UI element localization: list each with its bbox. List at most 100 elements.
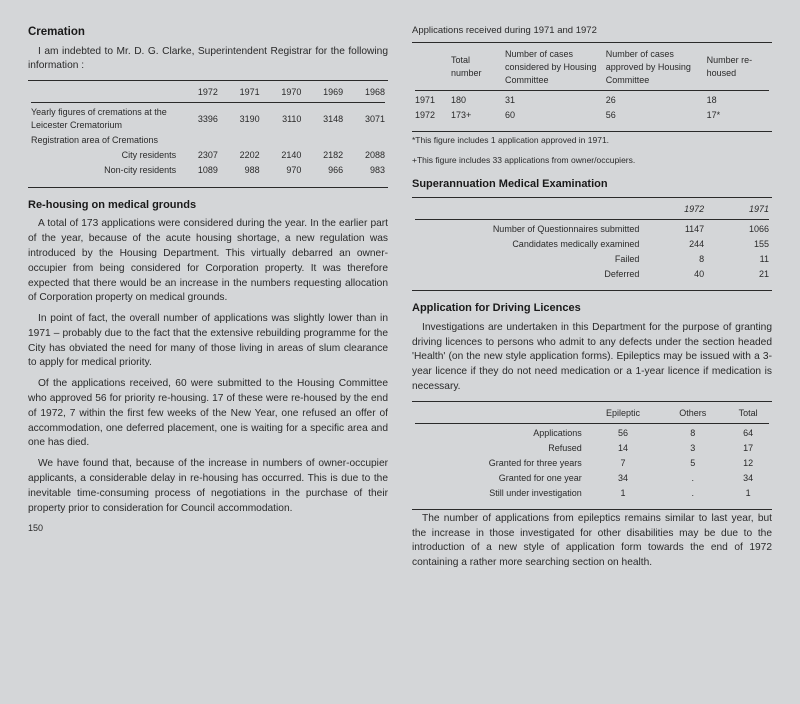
para: Investigations are undertaken in this De… bbox=[412, 321, 772, 395]
cell: Epileptic bbox=[585, 406, 661, 421]
cell: 155 bbox=[707, 237, 772, 252]
cell: 17 bbox=[724, 441, 772, 456]
cell: 988 bbox=[221, 163, 263, 178]
table-row: Epileptic Others Total bbox=[412, 406, 772, 421]
cell: Granted for one year bbox=[412, 471, 585, 486]
rule bbox=[412, 131, 772, 132]
cell: . bbox=[661, 486, 724, 501]
cell: Still under investigation bbox=[412, 486, 585, 501]
cell: 2307 bbox=[179, 148, 221, 163]
cell: 1972 bbox=[179, 85, 221, 100]
cell: 180 bbox=[448, 93, 502, 108]
apps-table: Total number Number of cases considered … bbox=[412, 47, 772, 123]
cell: 1972 bbox=[642, 202, 707, 217]
cell: 40 bbox=[642, 267, 707, 282]
cell: . bbox=[661, 471, 724, 486]
footnote: *This figure includes 1 application appr… bbox=[412, 134, 772, 146]
table-row: Granted for three years 7 5 12 bbox=[412, 456, 772, 471]
cell: 3 bbox=[661, 441, 724, 456]
cell: 983 bbox=[346, 163, 388, 178]
cell: 8 bbox=[642, 252, 707, 267]
cell: 970 bbox=[263, 163, 305, 178]
cell: 34 bbox=[585, 471, 661, 486]
cell: 2088 bbox=[346, 148, 388, 163]
cell: 64 bbox=[724, 426, 772, 441]
cell: Refused bbox=[412, 441, 585, 456]
cell: 3396 bbox=[179, 105, 221, 133]
cell: City residents bbox=[28, 148, 179, 163]
heading-driving: Application for Driving Licences bbox=[412, 301, 772, 317]
cell: Candidates medically examined bbox=[412, 237, 642, 252]
cell: 966 bbox=[304, 163, 346, 178]
table-row: 1972 173+ 60 56 17* bbox=[412, 108, 772, 123]
driving-table: Epileptic Others Total Applications 56 8… bbox=[412, 406, 772, 501]
heading-superannuation: Superannuation Medical Examination bbox=[412, 177, 772, 193]
cell: 14 bbox=[585, 441, 661, 456]
para: Of the applications received, 60 were su… bbox=[28, 377, 388, 451]
cell: 18 bbox=[704, 93, 772, 108]
cell: 3190 bbox=[221, 105, 263, 133]
cell: 1968 bbox=[346, 85, 388, 100]
cell: 7 bbox=[585, 456, 661, 471]
cell: 1969 bbox=[304, 85, 346, 100]
table-row: Failed 8 11 bbox=[412, 252, 772, 267]
cell: Number re-housed bbox=[704, 47, 772, 88]
cell: 1971 bbox=[707, 202, 772, 217]
cell: Total number bbox=[448, 47, 502, 88]
cell: Others bbox=[661, 406, 724, 421]
cell: 21 bbox=[707, 267, 772, 282]
table-row: Applications 56 8 64 bbox=[412, 426, 772, 441]
heading-apps-received: Applications received during 1971 and 19… bbox=[412, 24, 772, 38]
table-row: Granted for one year 34 . 34 bbox=[412, 471, 772, 486]
cell: Number of cases considered by Housing Co… bbox=[502, 47, 603, 88]
cell: 12 bbox=[724, 456, 772, 471]
cell: Deferred bbox=[412, 267, 642, 282]
page-number: 150 bbox=[28, 522, 388, 535]
para: A total of 173 applications were conside… bbox=[28, 217, 388, 306]
para: The number of applications from epilepti… bbox=[412, 512, 772, 571]
table-row: Non-city residents 1089 988 970 966 983 bbox=[28, 163, 388, 178]
para: In point of fact, the overall number of … bbox=[28, 312, 388, 371]
cell: 1066 bbox=[707, 222, 772, 237]
table-row: 1971 180 31 26 18 bbox=[412, 93, 772, 108]
cell: 11 bbox=[707, 252, 772, 267]
table-row: Yearly figures of cremations at the Leic… bbox=[28, 105, 388, 133]
cell: Applications bbox=[412, 426, 585, 441]
cell: 1089 bbox=[179, 163, 221, 178]
table-row: Total number Number of cases considered … bbox=[412, 47, 772, 88]
cell: Failed bbox=[412, 252, 642, 267]
cell: 56 bbox=[603, 108, 704, 123]
cell: 17* bbox=[704, 108, 772, 123]
cell: 1 bbox=[724, 486, 772, 501]
cell: Granted for three years bbox=[412, 456, 585, 471]
cell: 5 bbox=[661, 456, 724, 471]
rule bbox=[412, 401, 772, 402]
cell: 1970 bbox=[263, 85, 305, 100]
rule bbox=[28, 80, 388, 81]
rule bbox=[412, 197, 772, 198]
cell: Total bbox=[724, 406, 772, 421]
cell: 2202 bbox=[221, 148, 263, 163]
cell: 34 bbox=[724, 471, 772, 486]
cell: 60 bbox=[502, 108, 603, 123]
cell: 2182 bbox=[304, 148, 346, 163]
cell: 1147 bbox=[642, 222, 707, 237]
cell: Registration area of Cremations bbox=[28, 133, 179, 148]
cell: 31 bbox=[502, 93, 603, 108]
rule bbox=[28, 187, 388, 188]
table-row: Refused 14 3 17 bbox=[412, 441, 772, 456]
rule bbox=[412, 509, 772, 510]
heading-rehousing: Re-housing on medical grounds bbox=[28, 198, 388, 214]
table-row: Candidates medically examined 244 155 bbox=[412, 237, 772, 252]
cell: 3110 bbox=[263, 105, 305, 133]
cell: 56 bbox=[585, 426, 661, 441]
table-row: Number of Questionnaires submitted 1147 … bbox=[412, 222, 772, 237]
cell: Number of Questionnaires submitted bbox=[412, 222, 642, 237]
cell: 26 bbox=[603, 93, 704, 108]
cremation-table: 1972 1971 1970 1969 1968 Yearly figures … bbox=[28, 85, 388, 178]
cell: Non-city residents bbox=[28, 163, 179, 178]
cell: 3148 bbox=[304, 105, 346, 133]
rule bbox=[412, 290, 772, 291]
table-row: Deferred 40 21 bbox=[412, 267, 772, 282]
para: We have found that, because of the incre… bbox=[28, 457, 388, 516]
